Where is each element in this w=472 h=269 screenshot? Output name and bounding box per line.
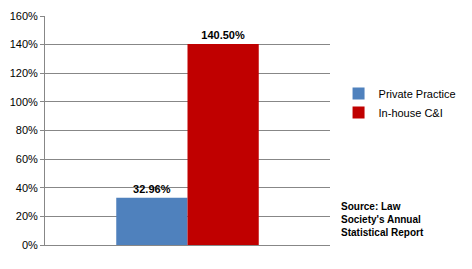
svg-text:Source: LawSociety's AnnualSta: Source: LawSociety's AnnualStatistical R… xyxy=(341,201,424,238)
svg-text:0%: 0% xyxy=(22,239,38,251)
svg-text:160%: 160% xyxy=(10,10,38,22)
svg-text:40%: 40% xyxy=(16,182,38,194)
svg-text:120%: 120% xyxy=(10,67,38,79)
svg-text:Private Practice: Private Practice xyxy=(379,88,456,100)
svg-text:60%: 60% xyxy=(16,153,38,165)
svg-text:32.96%: 32.96% xyxy=(133,183,171,195)
svg-text:100%: 100% xyxy=(10,96,38,108)
svg-text:In-house C&I: In-house C&I xyxy=(379,107,443,119)
svg-text:20%: 20% xyxy=(16,210,38,222)
svg-text:80%: 80% xyxy=(16,124,38,136)
svg-text:140%: 140% xyxy=(10,38,38,50)
svg-text:140.50%: 140.50% xyxy=(201,29,245,41)
